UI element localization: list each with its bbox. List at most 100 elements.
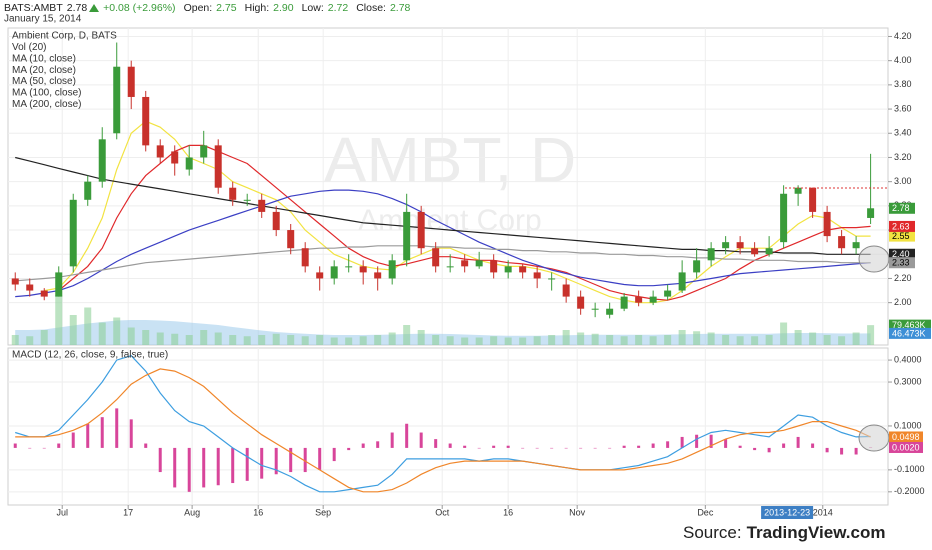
- histogram-bar: [709, 434, 713, 448]
- volume-bar: [823, 335, 831, 345]
- legend-entry: Ambient Corp, D, BATS: [12, 31, 117, 42]
- volume-bar: [417, 330, 425, 345]
- volume-bar: [113, 317, 121, 345]
- volume-bar: [287, 335, 295, 345]
- volume-bar: [156, 332, 164, 345]
- candle-body: [736, 242, 744, 249]
- field-label: Low:: [302, 2, 324, 14]
- volume-bar: [142, 330, 150, 345]
- x-tick-label: Oct: [435, 507, 450, 517]
- histogram-bar: [840, 447, 844, 455]
- volume-bar: [200, 330, 208, 345]
- candle-body: [26, 284, 34, 291]
- field-value: 2.90: [273, 2, 294, 14]
- volume-bar: [533, 336, 541, 345]
- last-value-label: 2.78: [892, 203, 910, 213]
- candle-body: [780, 193, 788, 243]
- histogram-bar: [811, 443, 815, 448]
- field-label: Close:: [356, 2, 386, 14]
- histogram-bar: [129, 419, 133, 448]
- volume-bar: [26, 336, 34, 345]
- candle-body: [838, 236, 846, 249]
- volume-bar: [374, 335, 382, 345]
- last-value-box: [889, 202, 915, 214]
- candle-body: [852, 242, 860, 249]
- volume-bar: [272, 333, 280, 345]
- histogram-bar: [492, 445, 496, 448]
- histogram-bar: [86, 423, 90, 448]
- histogram-bar: [593, 447, 597, 449]
- candle-body: [765, 248, 773, 255]
- last-value-box: [889, 220, 915, 232]
- volume-bar: [214, 332, 222, 345]
- histogram-bar: [796, 436, 800, 448]
- annotation-circle: [858, 245, 890, 273]
- volume-bar: [867, 325, 875, 345]
- legend-entry: MA (100, close): [12, 88, 81, 99]
- histogram-bar: [173, 447, 177, 488]
- volume-bar: [446, 336, 454, 345]
- volume-bar: [751, 336, 759, 345]
- volume-bar: [171, 333, 179, 345]
- histogram-bar: [390, 432, 394, 448]
- volume-bar: [722, 335, 730, 345]
- volume-bar: [461, 337, 469, 345]
- x-tick-label: Sep: [315, 507, 331, 517]
- histogram-bar: [724, 439, 728, 448]
- x-tick-label: Nov: [569, 507, 586, 517]
- volume-bar: [359, 336, 367, 345]
- x-tick-label: Jul: [56, 507, 68, 517]
- histogram-bar: [202, 447, 206, 488]
- y-tick-label: 4.00: [894, 55, 912, 65]
- moving-average-line: [15, 245, 871, 282]
- volume-bar: [258, 335, 266, 345]
- histogram-bar: [100, 417, 104, 448]
- volume-bar: [852, 332, 860, 345]
- macd-line: [15, 368, 871, 493]
- volume-bar: [765, 335, 773, 345]
- source-label: Source:: [683, 523, 742, 542]
- source-site: TradingView.com: [747, 523, 886, 542]
- histogram-bar: [782, 443, 786, 448]
- field-value: 2.72: [328, 2, 349, 14]
- last-value-label: 2.33: [892, 258, 910, 268]
- candle-body: [664, 290, 672, 297]
- last-value-label: 0.0498: [892, 432, 920, 442]
- watermark-group: AMBT, D Ambient Corp: [324, 124, 576, 237]
- volume-bar: [127, 327, 135, 345]
- candle-body: [794, 187, 802, 194]
- histogram-bar: [767, 447, 771, 453]
- volume-bar: [577, 332, 585, 345]
- candle-body: [287, 230, 295, 249]
- histogram-bar: [753, 447, 757, 451]
- volume-bar: [519, 337, 527, 345]
- last-value-label: 0.0020: [892, 442, 920, 452]
- histogram-bar: [405, 423, 409, 448]
- last-value-label: 2.63: [892, 221, 910, 231]
- moving-average-line: [15, 156, 871, 255]
- candle-body: [562, 284, 570, 297]
- volume-bar: [98, 322, 106, 345]
- volume-bar: [635, 335, 643, 345]
- histogram-bar: [332, 447, 336, 462]
- watermark: AMBT, D: [324, 124, 576, 196]
- candle-body: [272, 211, 280, 231]
- histogram-bar: [666, 441, 670, 448]
- volume-bar: [345, 337, 353, 345]
- x-tick-label: Dec: [697, 507, 714, 517]
- candle-body: [577, 296, 585, 309]
- field-label: Open:: [184, 2, 213, 14]
- candle-body: [432, 248, 440, 267]
- volume-bar: [11, 335, 19, 345]
- volume-bar: [794, 330, 802, 345]
- candle-body: [185, 157, 193, 170]
- volume-bar: [504, 337, 512, 345]
- crosshair-box: [761, 506, 814, 519]
- histogram-bar: [521, 447, 525, 449]
- histogram-bar: [361, 443, 365, 448]
- x-tick-label: 16: [503, 507, 513, 517]
- candle-body: [69, 199, 77, 267]
- volume-bar: [562, 330, 570, 345]
- y-tick-label: 3.60: [894, 103, 912, 113]
